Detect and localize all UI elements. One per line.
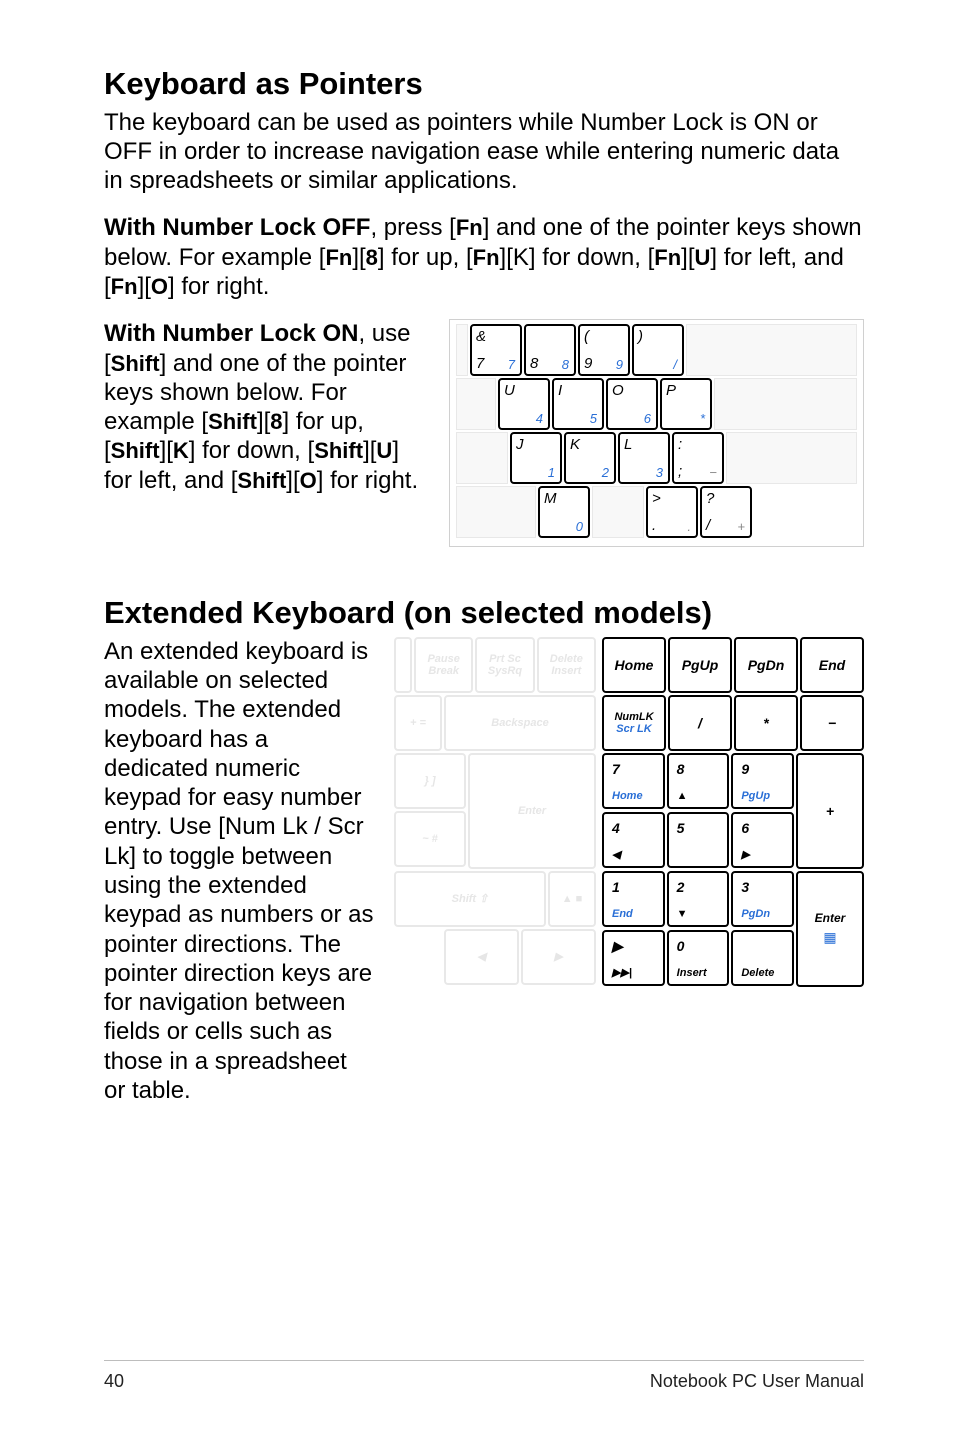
key-num8: 8▲ xyxy=(667,753,730,809)
key-7: &77 xyxy=(470,324,522,376)
key-up-faded: ▲ ■ xyxy=(548,871,596,927)
key-8: 88 xyxy=(524,324,576,376)
key-j: J1 xyxy=(510,432,562,484)
key-plus: + = xyxy=(394,695,442,751)
key-numlk: NumLKScr LK xyxy=(602,695,666,751)
figure-keyboard-pointers: &77 88 (99 )/ U4 I5 O6 P* xyxy=(449,319,864,547)
key-num4: 4◀ xyxy=(602,812,665,868)
key-num1: 1End xyxy=(602,871,665,927)
key-m: M0 xyxy=(538,486,590,538)
key-right-faded: ▶ xyxy=(521,929,596,985)
key-9: (99 xyxy=(578,324,630,376)
key-backspace: Backspace xyxy=(444,695,596,751)
para-extended-keyboard: An extended keyboard is available on sel… xyxy=(104,637,374,1105)
key-num0: 0Insert xyxy=(667,930,730,986)
label-numlock-off: With Number Lock OFF xyxy=(104,214,370,241)
key-period: >.. xyxy=(646,486,698,538)
key-end: End xyxy=(800,637,864,693)
key-num5: 5 xyxy=(667,812,730,868)
label-numlock-on: With Number Lock ON xyxy=(104,320,358,347)
key-numstar: * xyxy=(734,695,798,751)
key-semicolon: :;− xyxy=(672,432,724,484)
para-numlock-on: With Number Lock ON, use [Shift] and one… xyxy=(104,319,429,495)
key-l: L3 xyxy=(618,432,670,484)
key-prtsc: Prt Sc SysRq xyxy=(475,637,534,693)
key-pause: Pause Break xyxy=(414,637,473,693)
para-kbp-intro: The keyboard can be used as pointers whi… xyxy=(104,108,864,196)
heading-keyboard-pointers: Keyboard as Pointers xyxy=(104,66,864,102)
heading-extended-keyboard: Extended Keyboard (on selected models) xyxy=(104,595,864,631)
page-footer: 40 Notebook PC User Manual xyxy=(104,1360,864,1392)
key-bracket: } ] xyxy=(394,753,466,809)
key-p: P* xyxy=(660,378,712,430)
key-numminus: − xyxy=(800,695,864,751)
key-shift-faded: Shift ⇧ xyxy=(394,871,546,927)
key-faded xyxy=(394,637,412,693)
key-pgdn: PgDn xyxy=(734,637,798,693)
key-o: O6 xyxy=(606,378,658,430)
manual-title: Notebook PC User Manual xyxy=(650,1371,864,1392)
key-qmark: ?/+ xyxy=(700,486,752,538)
figure-extended-keyboard: Pause Break Prt Sc SysRq Delete Insert +… xyxy=(394,637,864,987)
key-num9: 9PgUp xyxy=(731,753,794,809)
key-numdel: Delete xyxy=(731,930,794,986)
key-numslash: / xyxy=(668,695,732,751)
key-u: U4 xyxy=(498,378,550,430)
para-numlock-off: With Number Lock OFF, press [Fn] and one… xyxy=(104,213,864,301)
key-k: K2 xyxy=(564,432,616,484)
key-enter-faded: Enter xyxy=(468,753,596,869)
page-number: 40 xyxy=(104,1371,124,1392)
key-slash: )/ xyxy=(632,324,684,376)
key-pgup: PgUp xyxy=(668,637,732,693)
key-num7: 7Home xyxy=(602,753,665,809)
key-left-faded: ◀ xyxy=(444,929,519,985)
key-num2: 2▼ xyxy=(667,871,730,927)
key-numplay: ▶▶▶| xyxy=(602,930,665,986)
key-tilde: ~ # xyxy=(394,811,466,867)
key-numplus: + xyxy=(796,753,864,869)
key-num6: 6▶ xyxy=(731,812,794,868)
key-num3: 3PgDn xyxy=(731,871,794,927)
key-numenter: Enter▦ xyxy=(796,871,864,987)
key-delete: Delete Insert xyxy=(537,637,596,693)
key-i: I5 xyxy=(552,378,604,430)
key-home: Home xyxy=(602,637,666,693)
